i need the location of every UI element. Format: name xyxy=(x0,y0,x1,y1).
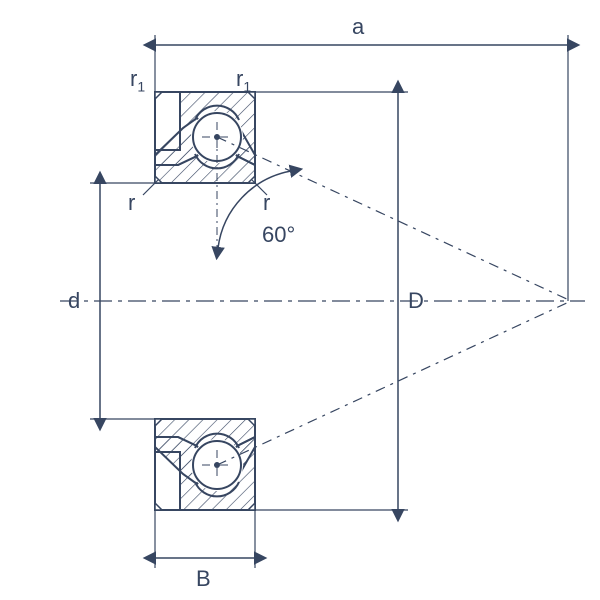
contact-line-top xyxy=(217,137,571,301)
bearing-diagram: a r1 r1 r r 60° d D B xyxy=(0,0,600,600)
label-B: B xyxy=(196,566,211,592)
label-angle: 60° xyxy=(262,222,295,248)
diagram-svg xyxy=(0,0,600,600)
label-r1-right: r1 xyxy=(236,66,251,94)
label-D: D xyxy=(408,288,424,314)
label-r-inner-right: r xyxy=(263,190,270,216)
contact-line-bot xyxy=(217,301,571,465)
label-r1-left: r1 xyxy=(130,66,145,94)
label-r-inner-left: r xyxy=(128,190,135,216)
label-d: d xyxy=(68,288,80,314)
label-a: a xyxy=(352,14,364,40)
